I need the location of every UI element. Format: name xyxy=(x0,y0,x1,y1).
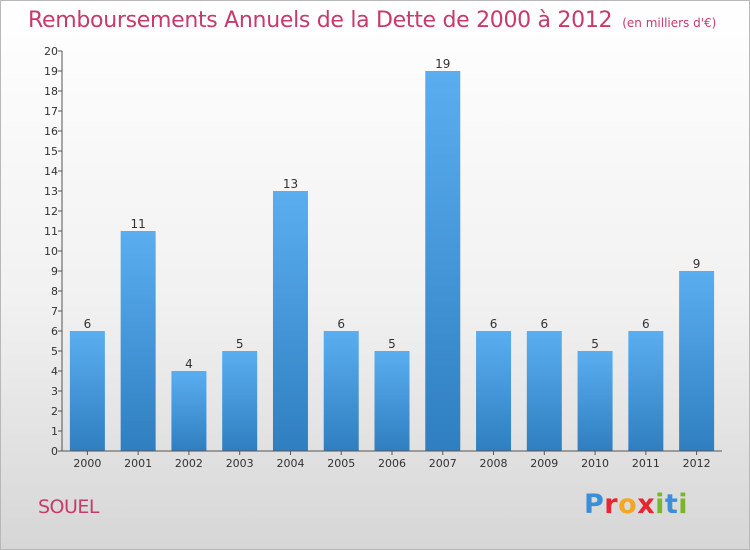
x-tick-label: 2006 xyxy=(378,457,406,470)
bar xyxy=(69,331,105,451)
location-label: SOUEL xyxy=(38,496,100,518)
y-tick-label: 19 xyxy=(44,65,58,78)
bar xyxy=(628,331,664,451)
x-tick-label: 2009 xyxy=(530,457,558,470)
x-tick-label: 2010 xyxy=(581,457,609,470)
bars: 6 11 4 5 13 6 5 19 6 6 5 6 9 xyxy=(69,57,715,451)
data-label: 5 xyxy=(388,337,396,351)
proxiti-logo: Proxiti xyxy=(584,489,688,520)
data-label: 5 xyxy=(236,337,244,351)
data-label: 6 xyxy=(540,317,548,331)
x-tick-label: 2011 xyxy=(632,457,660,470)
bar xyxy=(425,71,461,451)
x-tick-label: 2004 xyxy=(276,457,304,470)
logo-letter: P xyxy=(584,489,605,520)
y-tick-label: 15 xyxy=(44,145,58,158)
bar xyxy=(323,331,359,451)
data-label: 6 xyxy=(642,317,650,331)
y-tick-label: 16 xyxy=(44,125,58,138)
logo-letter: o xyxy=(618,489,638,520)
y-tick-label: 10 xyxy=(44,245,58,258)
y-tick-label: 20 xyxy=(44,45,58,58)
x-tick-label: 2007 xyxy=(429,457,457,470)
y-tick-label: 5 xyxy=(51,345,58,358)
bar xyxy=(476,331,512,451)
data-label: 4 xyxy=(185,357,193,371)
x-tick-label: 2008 xyxy=(480,457,508,470)
bar xyxy=(120,231,156,451)
x-axis: 2000 2001 2002 2003 2004 2005 2006 2007 2008 2009… xyxy=(62,450,722,470)
data-label: 13 xyxy=(283,177,298,191)
chart-subtitle: (en milliers d'€) xyxy=(622,16,717,30)
y-tick-label: 13 xyxy=(44,185,58,198)
x-tick-label: 2001 xyxy=(124,457,152,470)
y-tick-label: 17 xyxy=(44,105,58,118)
data-label: 9 xyxy=(693,257,701,271)
data-label: 5 xyxy=(591,337,599,351)
y-tick-label: 12 xyxy=(44,205,58,218)
y-tick-label: 4 xyxy=(51,365,58,378)
x-tick-label: 2005 xyxy=(327,457,355,470)
data-label: 6 xyxy=(84,317,92,331)
y-tick-label: 1 xyxy=(51,425,58,438)
logo-letter: r xyxy=(604,489,619,520)
bar xyxy=(272,191,308,451)
logo-letter: t xyxy=(664,489,679,520)
logo-letter: i xyxy=(655,489,665,520)
y-tick-label: 9 xyxy=(51,265,58,278)
y-tick-label: 2 xyxy=(51,405,58,418)
bar xyxy=(526,331,562,451)
y-tick-label: 18 xyxy=(44,85,58,98)
y-tick-label: 7 xyxy=(51,305,58,318)
data-label: 11 xyxy=(131,217,146,231)
x-tick-label: 2012 xyxy=(683,457,711,470)
y-tick-label: 14 xyxy=(44,165,58,178)
y-tick-label: 11 xyxy=(44,225,58,238)
data-label: 6 xyxy=(490,317,498,331)
bar xyxy=(577,351,613,451)
title-text: Remboursements Annuels de la Dette de 20… xyxy=(28,8,613,33)
y-tick-label: 0 xyxy=(51,445,58,458)
x-tick-label: 2003 xyxy=(226,457,254,470)
y-tick-label: 6 xyxy=(51,325,58,338)
x-tick-label: 2002 xyxy=(175,457,203,470)
chart-title: Remboursements Annuels de la Dette de 20… xyxy=(28,8,716,33)
data-label: 6 xyxy=(337,317,345,331)
logo-letter: i xyxy=(678,489,689,520)
y-tick-label: 8 xyxy=(51,285,58,298)
bar xyxy=(374,351,410,451)
x-tick-label: 2000 xyxy=(73,457,101,470)
bar xyxy=(171,371,207,451)
data-label: 19 xyxy=(435,57,450,71)
bar xyxy=(222,351,258,451)
bar xyxy=(679,271,715,451)
y-tick-label: 3 xyxy=(51,385,58,398)
logo-letter: x xyxy=(637,489,656,520)
